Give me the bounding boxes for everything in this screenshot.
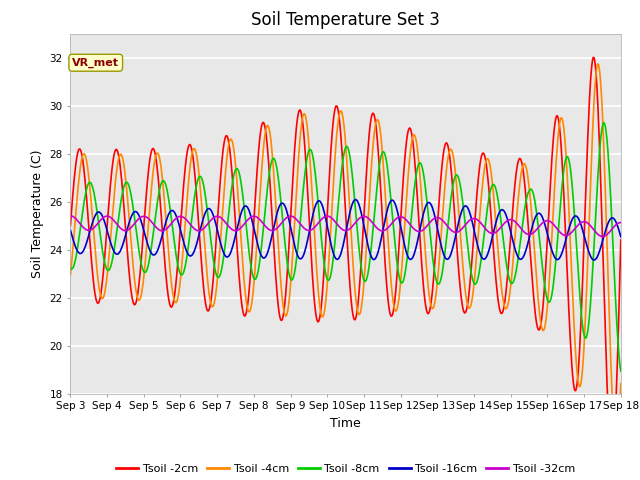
Tsoil -2cm	[608, 449, 616, 455]
Tsoil -4cm	[617, 381, 625, 386]
Tsoil -2cm	[218, 157, 226, 163]
X-axis label: Time: Time	[330, 417, 361, 430]
Tsoil -16cm	[77, 251, 84, 256]
Tsoil -2cm	[617, 237, 625, 243]
Tsoil -16cm	[67, 227, 74, 233]
Tsoil -8cm	[189, 206, 196, 212]
Tsoil -4cm	[67, 272, 74, 278]
Line: Tsoil -8cm: Tsoil -8cm	[70, 123, 621, 371]
Tsoil -16cm	[189, 251, 196, 257]
Title: Soil Temperature Set 3: Soil Temperature Set 3	[251, 11, 440, 29]
Tsoil -32cm	[598, 234, 606, 240]
Tsoil -8cm	[617, 368, 625, 374]
Tsoil -32cm	[189, 225, 196, 230]
Tsoil -32cm	[133, 218, 141, 224]
Tsoil -32cm	[218, 216, 226, 221]
Line: Tsoil -32cm: Tsoil -32cm	[70, 216, 621, 237]
Tsoil -32cm	[617, 220, 625, 226]
Tsoil -32cm	[413, 228, 420, 234]
Tsoil -8cm	[429, 253, 436, 259]
Tsoil -16cm	[617, 234, 625, 240]
Legend: Tsoil -2cm, Tsoil -4cm, Tsoil -8cm, Tsoil -16cm, Tsoil -32cm: Tsoil -2cm, Tsoil -4cm, Tsoil -8cm, Tsoi…	[111, 459, 580, 478]
Tsoil -4cm	[413, 139, 420, 144]
Tsoil -2cm	[133, 296, 141, 301]
Tsoil -32cm	[77, 221, 84, 227]
Tsoil -16cm	[429, 207, 437, 213]
Tsoil -8cm	[67, 265, 74, 271]
Line: Tsoil -16cm: Tsoil -16cm	[70, 200, 621, 260]
Tsoil -4cm	[429, 306, 436, 312]
Line: Tsoil -4cm: Tsoil -4cm	[70, 64, 621, 443]
Tsoil -16cm	[413, 240, 421, 246]
Tsoil -4cm	[218, 216, 226, 222]
Tsoil -32cm	[429, 217, 436, 223]
Tsoil -8cm	[77, 225, 84, 231]
Tsoil -8cm	[218, 264, 226, 270]
Text: VR_met: VR_met	[72, 58, 119, 68]
Tsoil -2cm	[589, 55, 597, 60]
Tsoil -2cm	[189, 154, 196, 159]
Tsoil -8cm	[133, 234, 141, 240]
Tsoil -16cm	[351, 197, 359, 203]
Tsoil -2cm	[429, 288, 436, 293]
Tsoil -4cm	[133, 293, 141, 299]
Tsoil -32cm	[67, 213, 74, 219]
Tsoil -2cm	[413, 180, 420, 186]
Tsoil -2cm	[67, 223, 74, 228]
Tsoil -16cm	[590, 257, 598, 263]
Y-axis label: Soil Temperature (C): Soil Temperature (C)	[31, 149, 44, 278]
Tsoil -8cm	[413, 170, 420, 176]
Tsoil -4cm	[594, 61, 602, 67]
Tsoil -16cm	[133, 209, 141, 215]
Tsoil -4cm	[189, 147, 196, 153]
Tsoil -2cm	[77, 147, 84, 153]
Line: Tsoil -2cm: Tsoil -2cm	[70, 58, 621, 452]
Tsoil -16cm	[218, 245, 226, 251]
Tsoil -4cm	[77, 164, 84, 170]
Tsoil -8cm	[600, 120, 608, 126]
Tsoil -4cm	[612, 440, 620, 446]
